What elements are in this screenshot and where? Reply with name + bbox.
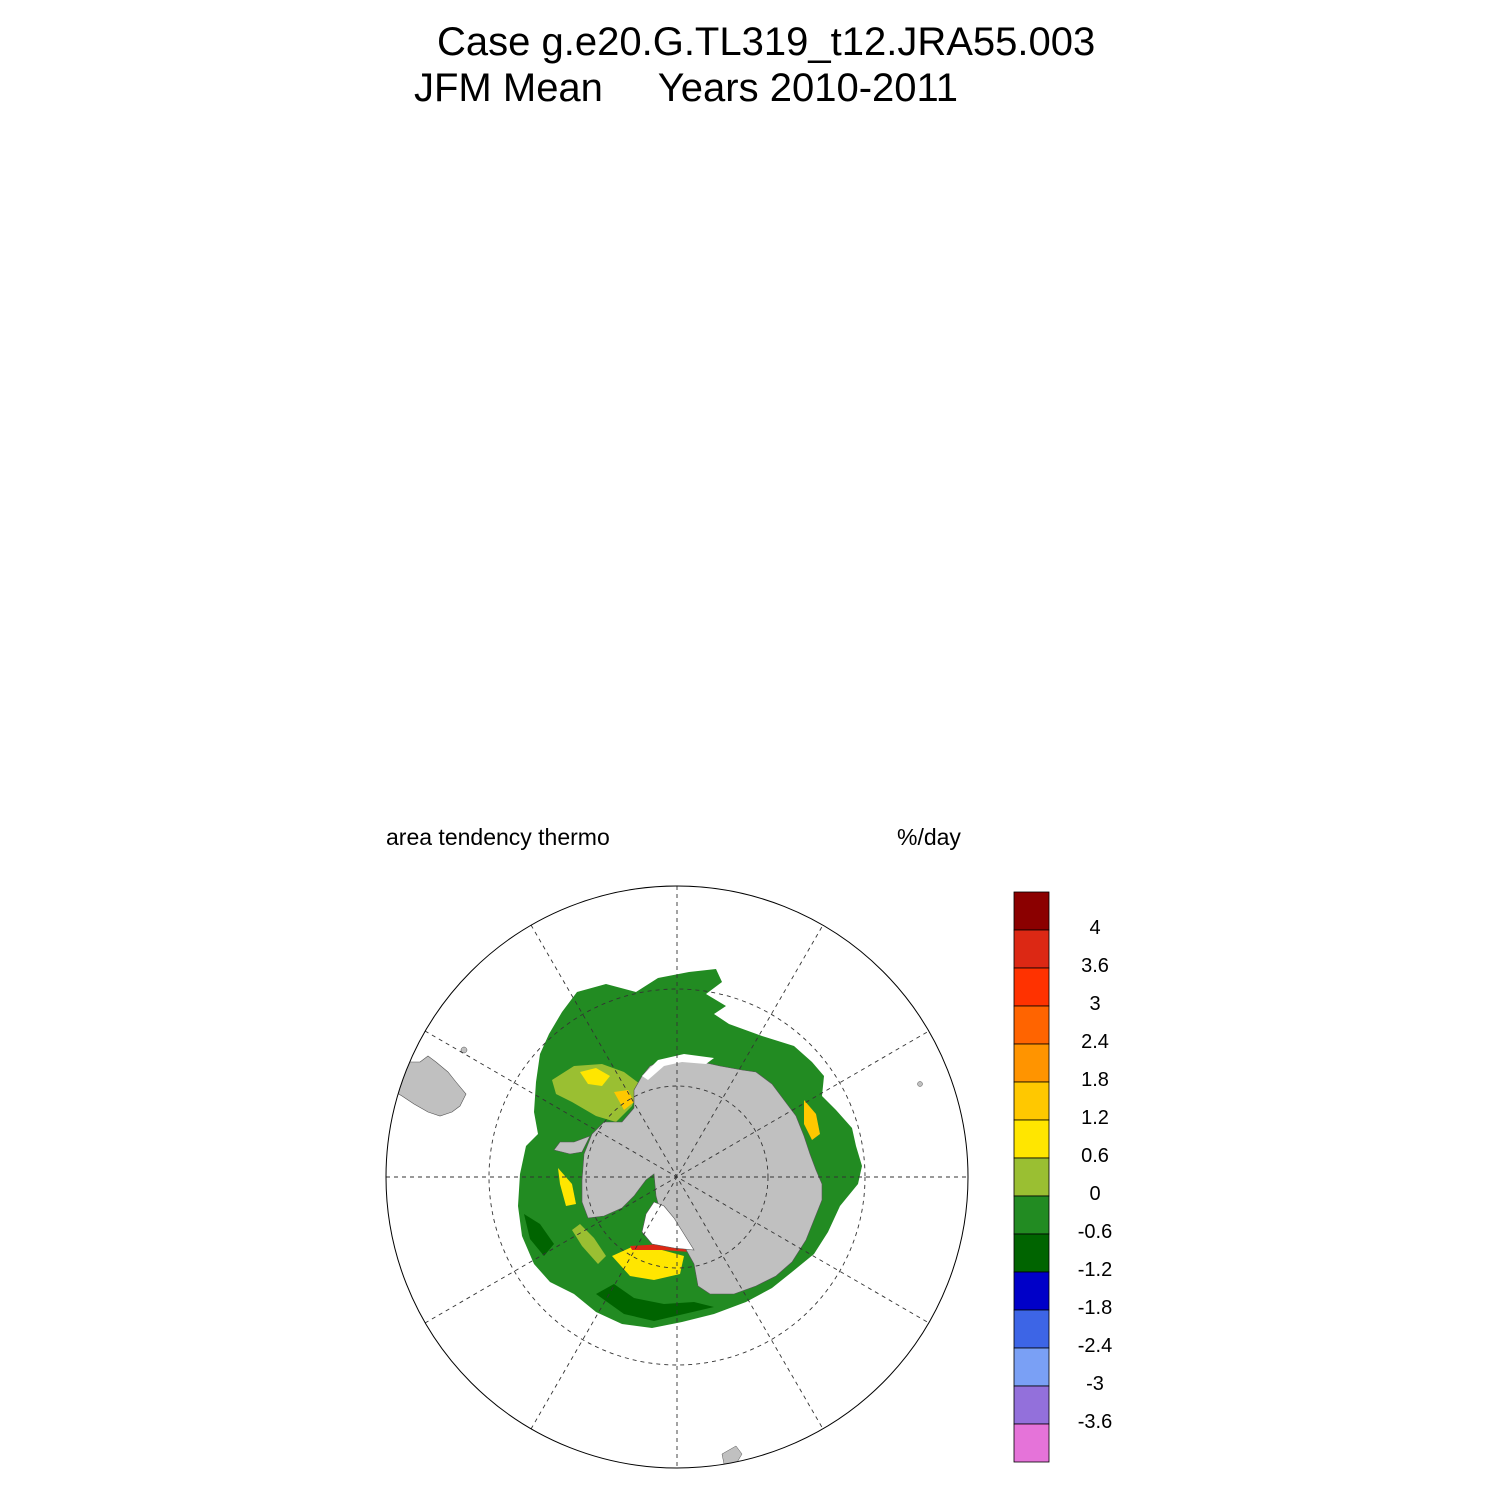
colorbar-swatch — [1013, 1005, 1050, 1045]
colorbar-swatches — [1013, 891, 1050, 1463]
colorbar-tick-label: -1.2 — [1077, 1259, 1113, 1281]
field-yellow-patch — [804, 1100, 820, 1140]
coastal-open-water — [642, 1054, 714, 1080]
colorbar-swatch — [1013, 929, 1050, 969]
colorbar-swatch — [1013, 1309, 1050, 1349]
colorbar-tick-label: 1.8 — [1081, 1069, 1109, 1091]
colorbar-swatch — [1013, 1195, 1050, 1235]
field-dark-green-patch — [596, 1284, 714, 1321]
field-light-green-patch — [572, 1224, 606, 1264]
colorbar-swatch — [1013, 1119, 1050, 1159]
field-yellow-patch — [580, 1068, 610, 1086]
colorbar-tick-label: 0.6 — [1081, 1145, 1109, 1167]
colorbar-tick-label: 2.4 — [1081, 1031, 1109, 1053]
antarctica-landmass — [581, 1057, 823, 1295]
field-yellow-patch — [614, 1090, 634, 1110]
colorbar-tick-label: 1.2 — [1081, 1107, 1109, 1129]
falkland-islands — [460, 1046, 468, 1054]
ross-ice-shelf — [641, 1201, 695, 1251]
south-america-landmass — [386, 1055, 467, 1117]
colorbar: 4 3.6 3 2.4 1.8 1.2 0.6 0 -0.6 -1.2 -1.8 -2.4 -3 -3.6 — [1013, 891, 1112, 1468]
units-label: %/day — [897, 824, 961, 850]
colorbar-swatch — [1013, 891, 1050, 931]
colorbar-swatch — [1013, 1271, 1050, 1311]
colorbar-tick-label: -2.4 — [1077, 1335, 1113, 1357]
field-dark-green-patch — [524, 1214, 554, 1256]
map-border — [385, 885, 969, 1469]
field-yellow-patch — [558, 1168, 576, 1206]
meridian-line — [530, 924, 824, 1430]
polar-map — [385, 885, 969, 1469]
colorbar-tick-label: -1.8 — [1077, 1297, 1113, 1319]
title-line-1: Case g.e20.G.TL319_t12.JRA55.003 — [437, 20, 1096, 64]
colorbar-tick-label: -3.6 — [1077, 1411, 1113, 1433]
latitude-circle — [488, 988, 866, 1366]
colorbar-swatch — [1013, 1347, 1050, 1387]
latitude-circle — [585, 1085, 769, 1269]
colorbar-swatch — [1013, 1385, 1050, 1425]
graticule — [386, 886, 968, 1468]
title-line-2: JFM Mean Years 2010-2011 — [414, 66, 959, 110]
colorbar-tick-label: -3 — [1086, 1373, 1104, 1395]
colorbar-tick-label: 4 — [1089, 917, 1101, 939]
colorbar-swatch — [1013, 1423, 1050, 1463]
small-island — [917, 1081, 923, 1087]
colorbar-swatch — [1013, 1043, 1050, 1083]
colorbar-swatch — [1013, 1081, 1050, 1121]
antarctic-peninsula — [553, 1135, 591, 1155]
field-light-green-patch — [552, 1064, 640, 1122]
small-island — [721, 1445, 743, 1465]
colorbar-tick-label: 3 — [1089, 993, 1101, 1015]
colorbar-swatch — [1013, 1233, 1050, 1273]
colorbar-tick-label: 3.6 — [1081, 955, 1109, 977]
colorbar-swatch — [1013, 1157, 1050, 1197]
colorbar-swatch — [1013, 967, 1050, 1007]
variable-label: area tendency thermo — [386, 824, 610, 850]
colorbar-tick-label: -0.6 — [1077, 1221, 1113, 1243]
colorbar-tick-label: 0 — [1089, 1183, 1101, 1205]
